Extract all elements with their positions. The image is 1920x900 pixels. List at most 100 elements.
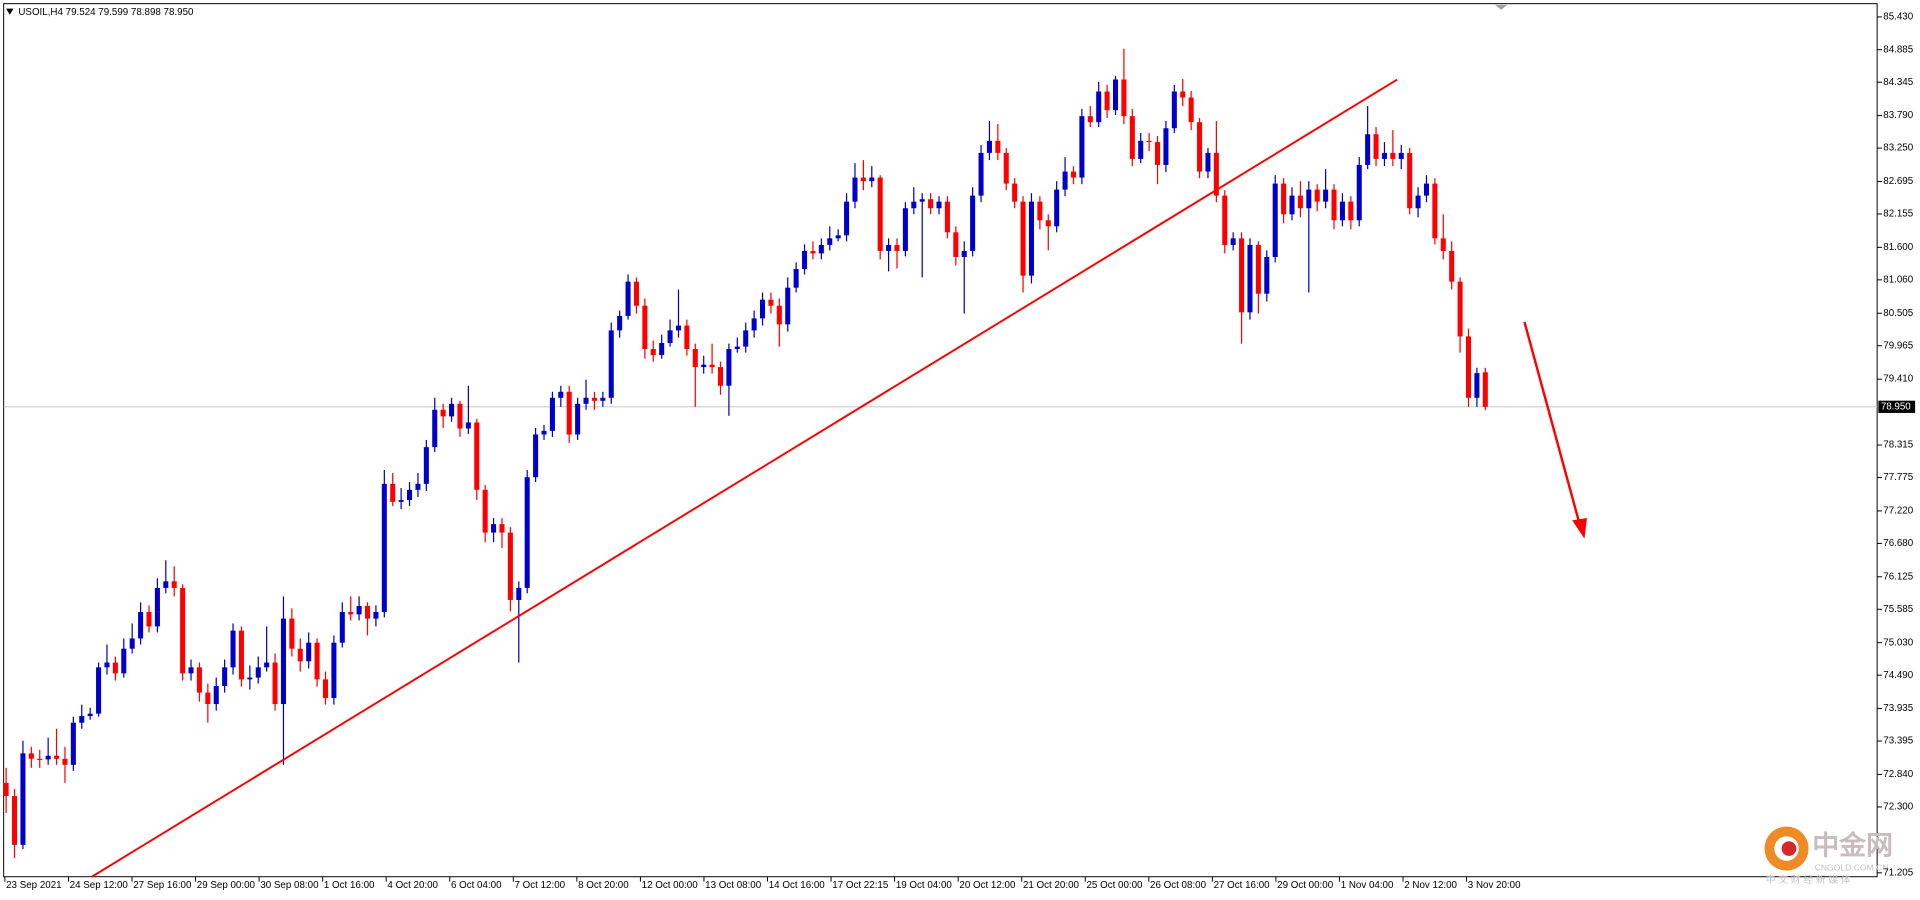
- candle-body: [835, 235, 841, 239]
- candle-body: [507, 532, 513, 600]
- y-tick-label: 85.430: [1883, 12, 1913, 23]
- candle-body: [1079, 116, 1085, 178]
- title-icon: [6, 8, 14, 15]
- candle-body: [1432, 183, 1438, 239]
- candle-body: [591, 397, 597, 401]
- candle-body: [768, 299, 774, 306]
- x-tick-label: 21 Oct 20:00: [1023, 880, 1080, 891]
- candle-body: [1264, 256, 1270, 294]
- candle-body: [1272, 183, 1278, 257]
- candle-body: [717, 367, 724, 386]
- candle-body: [196, 667, 202, 693]
- candle-body: [1070, 171, 1077, 178]
- candle-body: [936, 201, 942, 209]
- candle-body: [381, 483, 387, 612]
- candle-body: [12, 796, 18, 845]
- y-tick-label: 79.410: [1883, 374, 1913, 385]
- candle-body: [793, 269, 799, 288]
- candle-body: [1104, 91, 1110, 111]
- y-tick-label: 83.790: [1883, 110, 1913, 121]
- candle-body: [1222, 195, 1228, 245]
- candle-body: [3, 782, 9, 797]
- candle-body: [902, 208, 908, 251]
- candle-body: [709, 364, 715, 368]
- candle-body: [297, 648, 303, 662]
- candle-body: [575, 403, 581, 435]
- candle-body: [440, 409, 446, 417]
- candle-body: [1213, 152, 1219, 196]
- candle-body: [1028, 201, 1034, 276]
- candle-body: [1129, 116, 1135, 159]
- candle-body: [659, 343, 665, 356]
- y-tick-label: 76.680: [1883, 538, 1913, 549]
- candle-body: [617, 315, 623, 331]
- candle-body: [1230, 238, 1236, 245]
- y-tick-label: 73.935: [1883, 703, 1913, 714]
- y-tick-label: 76.125: [1883, 571, 1913, 582]
- x-tick-label: 30 Sep 08:00: [260, 880, 319, 891]
- plot-area: [3, 3, 1878, 878]
- trend-line: [91, 78, 1398, 878]
- candle-body: [642, 305, 648, 350]
- candle-body: [1112, 79, 1119, 111]
- candle-body: [1348, 201, 1354, 221]
- watermark: 中金网 CNGOLD.COM.CN 中 文 财 经 新 媒 体: [1764, 826, 1893, 886]
- candle-body: [314, 642, 320, 680]
- candle-body: [37, 758, 43, 761]
- candle-body: [650, 349, 656, 356]
- candle-body: [1373, 134, 1379, 159]
- candle-body: [1398, 152, 1404, 159]
- watermark-site: CNGOLD.COM.CN: [1815, 862, 1889, 872]
- candle-body: [1407, 152, 1413, 209]
- candle-body: [96, 667, 102, 714]
- candle-body: [272, 662, 278, 705]
- candle-body: [205, 692, 211, 705]
- y-tick-label: 75.030: [1883, 637, 1913, 648]
- candle-body: [482, 489, 488, 533]
- candle-body: [1096, 91, 1102, 123]
- x-tick-label: 1 Oct 16:00: [324, 880, 375, 891]
- x-tick-label: 2 Nov 12:00: [1404, 880, 1457, 891]
- candle-body: [1171, 91, 1177, 129]
- candle-body: [633, 281, 639, 306]
- candle-body: [188, 667, 194, 674]
- candle-body: [1180, 91, 1186, 98]
- candle-body: [280, 618, 286, 705]
- x-tick-label: 7 Oct 12:00: [515, 880, 566, 891]
- candle-body: [734, 346, 740, 350]
- axes: 85.430 84.885 84.345 83.790 83.250 82.695 82.1…: [4, 12, 1916, 891]
- candle-body: [558, 391, 564, 398]
- arrow-head: [1572, 517, 1587, 539]
- candle-body: [407, 489, 413, 501]
- candle-body: [541, 430, 547, 435]
- candle-body: [465, 422, 471, 429]
- x-tick-label: 29 Sep 00:00: [197, 880, 256, 891]
- shift-marker: [1495, 4, 1508, 10]
- candle-body: [877, 177, 883, 251]
- y-tick-label: 82.695: [1883, 176, 1913, 187]
- candle-body: [255, 667, 261, 678]
- candle-body: [1138, 140, 1144, 159]
- x-tick-label: 20 Oct 12:00: [959, 880, 1016, 891]
- candle-body: [129, 638, 135, 649]
- candle-body: [1255, 244, 1261, 294]
- y-tick-label: 83.250: [1883, 143, 1913, 154]
- candle-body: [852, 177, 858, 202]
- candle-body: [230, 630, 236, 668]
- y-tick-label: 72.300: [1883, 802, 1913, 813]
- candle-body: [675, 325, 681, 331]
- candle-body: [1003, 152, 1009, 184]
- candle-body: [348, 611, 354, 615]
- y-tick-label: 80.505: [1883, 308, 1913, 319]
- candle-body: [1121, 79, 1127, 117]
- candle-body: [138, 611, 144, 639]
- x-tick-label: 29 Oct 00:00: [1277, 880, 1334, 891]
- candle-body: [524, 477, 530, 588]
- candle-body: [844, 201, 850, 236]
- candle-body: [1054, 189, 1060, 227]
- x-tick-label: 8 Oct 20:00: [578, 880, 629, 891]
- candle-body: [247, 677, 253, 680]
- candle-body: [692, 349, 698, 368]
